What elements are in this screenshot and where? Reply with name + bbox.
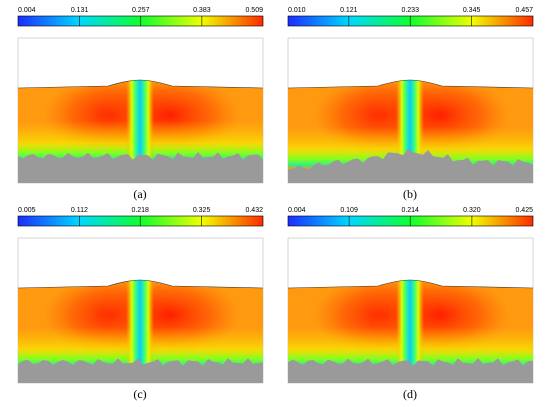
panel-label: (c) <box>133 387 146 401</box>
colorbar-tick-label: 0.218 <box>131 207 149 214</box>
colorbar-tick-label: 0.257 <box>132 7 150 14</box>
colorbar-tick-label: 0.432 <box>245 207 263 214</box>
panel-label: (d) <box>403 387 417 401</box>
colorbar-tick-label: 0.383 <box>193 7 211 14</box>
colorbar-tick-label: 0.325 <box>193 207 211 214</box>
colorbar-tick-label: 0.457 <box>515 7 533 14</box>
panel-label: (b) <box>403 187 417 201</box>
bed <box>288 148 533 183</box>
panel-label: (a) <box>133 187 146 201</box>
colorbar-tick-label: 0.112 <box>71 207 88 214</box>
colorbar-tick-label: 0.131 <box>71 7 89 14</box>
colorbar-tick-label: 0.005 <box>18 207 36 214</box>
colorbar-tick-label: 0.320 <box>463 207 481 214</box>
colorbar-tick-label: 0.109 <box>340 207 358 214</box>
free-surface <box>17 79 264 89</box>
panel: 0.010 0.121 0.233 0.345 0.457 (b) <box>287 7 534 201</box>
colorbar-tick-label: 0.004 <box>288 207 306 214</box>
bed <box>18 152 263 183</box>
colorbar-tick-label: 0.425 <box>515 207 533 214</box>
colorbar-tick-label: 0.214 <box>401 207 419 214</box>
panel: 0.005 0.112 0.218 0.325 0.432 (c) <box>17 207 264 401</box>
colorbar-tick-label: 0.004 <box>18 7 36 14</box>
free-surface <box>287 279 534 289</box>
panel: 0.004 0.109 0.214 0.320 0.425 (d) <box>287 207 534 401</box>
colorbar-tick-label: 0.233 <box>401 7 419 14</box>
colorbar-tick-label: 0.509 <box>245 7 263 14</box>
colorbar-tick-label: 0.010 <box>288 7 306 14</box>
colorbar-tick-label: 0.345 <box>463 7 481 14</box>
free-surface <box>17 279 264 289</box>
panel: 0.004 0.131 0.257 0.383 0.509 (a) <box>17 7 264 201</box>
bed <box>288 358 533 383</box>
free-surface <box>287 79 534 89</box>
bed <box>18 358 263 383</box>
colorbar-tick-label: 0.121 <box>340 7 358 14</box>
